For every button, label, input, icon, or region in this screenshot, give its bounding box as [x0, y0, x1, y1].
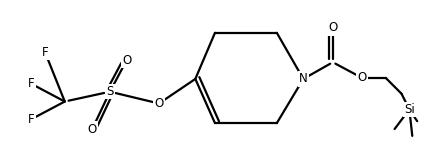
Text: F: F	[42, 46, 49, 59]
Text: O: O	[328, 21, 337, 34]
Text: N: N	[299, 73, 308, 85]
Text: F: F	[28, 77, 35, 90]
Text: Si: Si	[404, 103, 415, 116]
Text: O: O	[122, 54, 131, 67]
Text: S: S	[106, 85, 114, 98]
Text: F: F	[28, 113, 35, 126]
Text: O: O	[357, 71, 367, 85]
Text: O: O	[88, 123, 97, 136]
Text: O: O	[154, 97, 164, 110]
